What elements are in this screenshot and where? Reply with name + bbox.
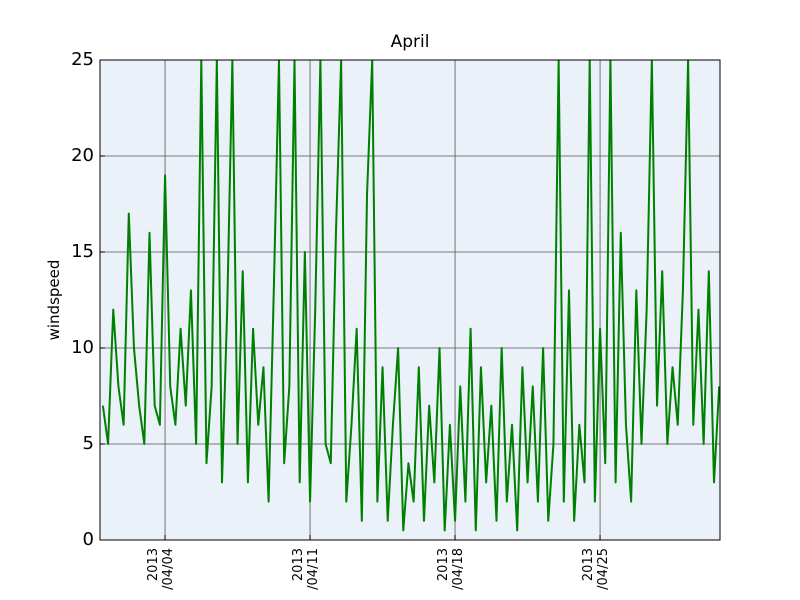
y-tick-label: 5 bbox=[83, 433, 94, 454]
y-tick-label: 10 bbox=[71, 337, 94, 358]
data-line bbox=[101, 60, 720, 532]
x-tick-label: 2013/04/04 bbox=[146, 548, 176, 590]
series bbox=[101, 60, 720, 532]
chart-title: April bbox=[391, 32, 430, 52]
y-tick-label: 25 bbox=[71, 49, 94, 70]
x-tick-label: 2013/04/11 bbox=[291, 548, 321, 590]
plot-frame bbox=[99, 59, 721, 541]
y-tick-label: 0 bbox=[83, 529, 94, 550]
y-tick-label: 15 bbox=[71, 241, 94, 262]
x-tick-label: 2013/04/25 bbox=[581, 548, 611, 590]
y-tick-label: 20 bbox=[71, 145, 94, 166]
x-tick-label: 2013/04/18 bbox=[436, 548, 466, 590]
y-axis-label: windspeed bbox=[45, 260, 63, 341]
